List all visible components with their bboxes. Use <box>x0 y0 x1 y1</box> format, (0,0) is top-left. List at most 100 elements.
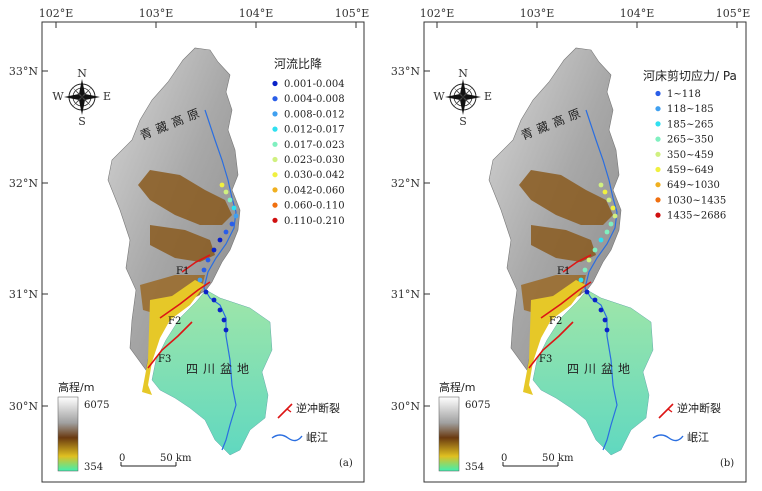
legend-label: 118~185 <box>667 104 714 115</box>
legend-label: 1435~2686 <box>667 211 726 222</box>
lon-tick-104: 104°E <box>620 7 655 20</box>
dot <box>610 205 616 211</box>
lat-tick-32: 32°N <box>9 177 38 190</box>
foothill-belt <box>523 280 586 395</box>
dot <box>221 317 227 323</box>
longitude-ticks: 102°E 103°E 104°E 105°E <box>420 7 751 28</box>
fault-label-f2: F2 <box>168 316 181 327</box>
scale-bar: 0 50 km <box>501 453 574 467</box>
legend-label: 0.042-0.060 <box>284 185 345 196</box>
lon-tick-102: 102°E <box>39 7 74 20</box>
legend-label: 185~265 <box>667 119 714 130</box>
compass-n: N <box>77 67 87 80</box>
river-gradient-dots <box>197 182 239 333</box>
legend-swatch <box>272 141 278 147</box>
legend-swatch <box>655 212 661 218</box>
legend-swatch <box>655 121 661 127</box>
legend-swatch <box>272 217 278 223</box>
lat-tick-31: 31°N <box>9 288 38 301</box>
compass-w: W <box>52 90 64 103</box>
lon-tick-103: 103°E <box>520 7 555 20</box>
legend-label: 0.017-0.023 <box>284 140 345 151</box>
dot <box>223 189 229 195</box>
compass-w: W <box>433 90 445 103</box>
legend-swatch <box>272 172 278 178</box>
lon-tick-102: 102°E <box>420 7 455 20</box>
lon-tick-105: 105°E <box>716 7 751 20</box>
legend-list: 1~118 118~185 185~265 265~350 350~459 459~649… <box>655 89 726 222</box>
legend-label: 350~459 <box>667 150 714 161</box>
elevation-title: 高程/m <box>439 380 475 394</box>
fault-label-f3: F3 <box>158 354 171 365</box>
legend-label: 459~649 <box>667 165 714 176</box>
minjiang-river <box>203 109 237 451</box>
legend-swatch <box>272 80 278 87</box>
lon-tick-104: 104°E <box>239 7 274 20</box>
foothill-belt <box>142 280 205 395</box>
dot <box>211 297 217 303</box>
dot <box>598 237 604 243</box>
scale-zero: 0 <box>119 453 125 464</box>
legend-title: 河床剪切应力/ Pa <box>643 68 737 83</box>
fault-legend-label: 逆冲断裂 <box>296 401 340 415</box>
legend-label: 0.060-0.110 <box>284 201 345 212</box>
dot <box>217 237 223 243</box>
minjiang-river <box>584 109 618 451</box>
dot <box>578 277 584 283</box>
dot <box>229 221 235 227</box>
legend-title: 河流比降 <box>274 57 322 71</box>
legend-swatch <box>655 106 661 112</box>
lat-tick-33: 33°N <box>391 65 420 78</box>
lat-tick-33: 33°N <box>9 65 38 78</box>
map-svg-a: 102°E 103°E 104°E 105°E 33°N 32°N 31°N 3… <box>9 7 370 483</box>
legend-label: 0.030-0.042 <box>284 170 345 181</box>
legend-swatch <box>272 111 278 117</box>
dot <box>197 277 203 283</box>
legend-label: 0.001-0.004 <box>284 79 345 90</box>
legend-swatch <box>272 156 278 163</box>
dot <box>205 257 211 263</box>
compass-n: N <box>458 67 468 80</box>
scale-zero: 0 <box>501 453 507 464</box>
thrust-fault-legend-icon <box>658 403 674 419</box>
compass-e: E <box>484 90 492 103</box>
scale-label: 50 km <box>542 453 574 464</box>
river-legend-icon <box>652 434 684 442</box>
legend-label: 0.012-0.017 <box>284 125 345 136</box>
compass-rose-icon: N S E W <box>433 67 492 128</box>
fault-label-f2: F2 <box>549 316 562 327</box>
valley-shading <box>531 225 596 262</box>
compass-e: E <box>103 90 111 103</box>
fault-label-f1: F1 <box>176 266 189 277</box>
dot <box>203 289 209 295</box>
legend-swatch <box>655 166 661 173</box>
fault-label-f1: F1 <box>557 266 570 277</box>
dot <box>592 297 598 303</box>
lon-tick-105: 105°E <box>335 7 370 20</box>
lat-tick-30: 30°N <box>9 400 38 413</box>
legend-label: 265~350 <box>667 135 714 146</box>
legend-swatch <box>272 202 278 208</box>
river-legend-label: 岷江 <box>687 431 709 444</box>
dot <box>223 229 229 235</box>
dot <box>211 247 217 253</box>
elevation-min: 354 <box>465 462 484 473</box>
basin-label: 四川盆地 <box>567 362 635 376</box>
dot <box>584 289 590 295</box>
dot <box>586 257 592 263</box>
legend-swatch <box>655 197 661 203</box>
thrust-faults <box>147 254 211 369</box>
compass-s: S <box>459 115 467 128</box>
elevation-colorbar <box>57 396 79 472</box>
dot <box>223 327 229 333</box>
lat-tick-30: 30°N <box>391 400 420 413</box>
dot <box>231 205 237 211</box>
legend-label: 1030~1435 <box>667 195 726 206</box>
dot <box>592 247 598 253</box>
map-panel-b: 102°E 103°E 104°E 105°E 33°N 32°N 31°N 3… <box>381 0 762 491</box>
elevation-colorbar <box>438 396 460 472</box>
dot <box>598 307 604 313</box>
thrust-fault-legend-icon <box>277 403 293 419</box>
legend-swatch <box>655 90 661 97</box>
dot <box>598 182 604 188</box>
